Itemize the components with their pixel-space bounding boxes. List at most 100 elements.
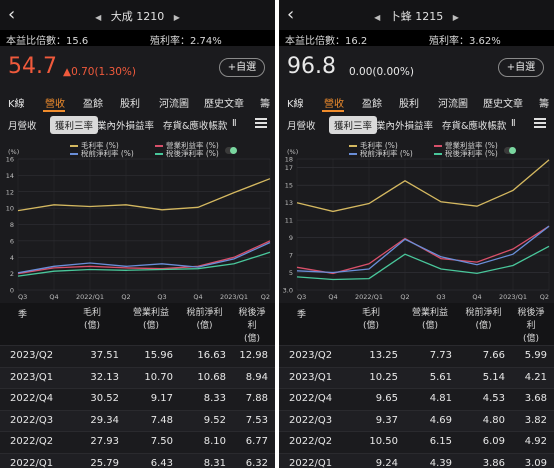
subtab-0[interactable]: 月營收 [8,121,37,132]
add-watchlist-button[interactable]: +自選 [219,58,265,77]
value-cell: 4.69 [429,414,452,426]
value-cell: 10.25 [369,371,398,383]
quarter-cell: 2023/Q2 [289,350,333,361]
column-header: 季 [18,310,28,320]
list-menu-icon[interactable] [255,118,267,130]
value-cell: 6.15 [429,436,452,447]
legend-toggle[interactable] [504,147,516,154]
list-menu-icon[interactable] [534,118,546,130]
value-cell: 3.68 [524,393,547,404]
value-cell: 10.68 [197,371,226,383]
tab-5[interactable]: 歷史文章 [204,99,244,110]
next-stock-icon[interactable]: ▶ [173,13,180,22]
legend-swatch [70,145,78,147]
legend-label: 稅前淨利率 (%) [360,149,413,158]
quarter-cell: 2022/Q1 [10,457,54,468]
legend-label: 毛利率 (%) [81,141,119,150]
legend-item: 稅前淨利率 (%) [70,148,134,159]
value-cell: 5.14 [482,371,505,383]
value-cell: 12.98 [239,350,268,361]
prev-stock-icon[interactable]: ◀ [374,13,381,22]
quarterly-table: 季 毛利 (億) 營業利益 (億) 稅前淨利 (億) 稅後淨利 (億) 2023/Q2 13… [279,303,554,468]
quarter-cell: 2022/Q2 [10,436,54,447]
metrics-bar: 本益比倍數：15.6 殖利率：2.74% [0,30,275,47]
value-cell: 37.51 [90,350,119,361]
x-tick-label: Q4 [328,293,337,301]
column-header: 稅後淨利 (億) [238,308,266,344]
value-cell: 5.61 [429,371,452,383]
dividend-yield: 殖利率：2.74% [150,36,222,47]
tab-6[interactable]: 籌 [539,99,549,110]
subtab-2[interactable]: 業內外損益率 [97,121,155,132]
x-tick-label: 2022/Q1 [355,293,383,301]
series-line [17,251,271,277]
x-tick-label: Q2 [400,293,409,301]
tab-0[interactable]: K線 [8,99,25,110]
subtab-0[interactable]: 月營收 [287,121,316,132]
top-bar: ‹ ◀ 大成 1210 ▶ [0,0,275,30]
tab-3[interactable]: 股利 [399,99,419,110]
value-cell: 7.48 [150,414,173,426]
value-cell: 4.81 [429,393,452,404]
stock-panel-left: ‹ ◀ 大成 1210 ▶ 本益比倍數：15.6 殖利率：2.74% 54.7 … [0,0,275,468]
value-cell: 9.37 [375,414,398,426]
price: 96.8 [287,54,336,79]
subtab-1[interactable]: 獲利三率 [50,116,99,134]
value-cell: 13.25 [369,350,398,361]
prev-stock-icon[interactable]: ◀ [95,13,102,22]
subtab-4[interactable]: Ⅱ [511,118,516,129]
next-stock-icon[interactable]: ▶ [452,13,459,22]
value-cell: 8.94 [245,371,268,383]
quarter-cell: 2022/Q3 [289,414,333,426]
table-row: 2022/Q4 9.65 4.81 4.53 3.68 [279,388,554,410]
tab-3[interactable]: 股利 [120,99,140,110]
legend-item: 營業利益率 (%) [434,140,498,151]
subtab-1[interactable]: 獲利三率 [329,116,378,134]
quarter-cell: 2023/Q1 [10,371,54,383]
pe-ratio: 本益比倍數：15.6 [6,36,89,47]
back-chevron-icon[interactable]: ‹ [287,4,295,25]
legend-label: 稅前淨利率 (%) [81,149,134,158]
column-header: 營業利益 (億) [411,308,448,331]
y-tick-label: 17 [285,164,293,172]
subtab-4[interactable]: Ⅱ [232,118,237,129]
tab-0[interactable]: K線 [287,99,304,110]
table-row: 2023/Q1 32.13 10.70 10.68 8.94 [0,366,275,388]
subtab-3[interactable]: 存貨&應收帳款 [442,121,507,132]
value-cell: 6.43 [150,457,173,468]
tab-1[interactable]: 營收 [324,99,344,110]
series-line [17,240,271,275]
subtab-3[interactable]: 存貨&應收帳款 [163,121,228,132]
value-cell: 7.50 [150,436,173,447]
quarter-cell: 2022/Q1 [289,457,333,468]
legend-label: 毛利率 (%) [360,141,398,150]
tab-2[interactable]: 盈餘 [83,99,103,110]
value-cell: 27.93 [90,436,119,447]
column-header: 季 [297,310,307,320]
tab-4[interactable]: 河流圖 [159,99,189,110]
y-tick-label: 6 [10,237,14,245]
tab-4[interactable]: 河流圖 [438,99,468,110]
column-header: 稅後淨利 (億) [517,308,545,344]
subtab-2[interactable]: 業內外損益率 [376,121,434,132]
series-line [296,225,550,274]
y-tick-label: 2 [10,270,14,278]
value-cell: 4.21 [524,371,547,383]
tab-5[interactable]: 歷史文章 [483,99,523,110]
x-tick-label: Q3 [18,293,27,301]
y-tick-label: 16 [6,156,14,164]
tab-6[interactable]: 籌 [260,99,270,110]
tab-1[interactable]: 營收 [45,99,65,110]
legend-item: 稅前淨利率 (%) [349,148,413,159]
table-row: 2022/Q3 9.37 4.69 4.80 3.82 [279,409,554,431]
metrics-bar: 本益比倍數：16.2 殖利率：3.62% [279,30,554,47]
legend-item: 營業利益率 (%) [155,140,219,151]
x-tick-label: Q3 [297,293,306,301]
add-watchlist-button[interactable]: +自選 [498,58,544,77]
tab-2[interactable]: 盈餘 [362,99,382,110]
back-chevron-icon[interactable]: ‹ [8,4,16,25]
table-row: 2022/Q4 30.52 9.17 8.33 7.88 [0,388,275,410]
legend-item: 毛利率 (%) [349,140,398,151]
y-axis-unit: (%) [8,148,19,156]
legend-toggle[interactable] [225,147,237,154]
